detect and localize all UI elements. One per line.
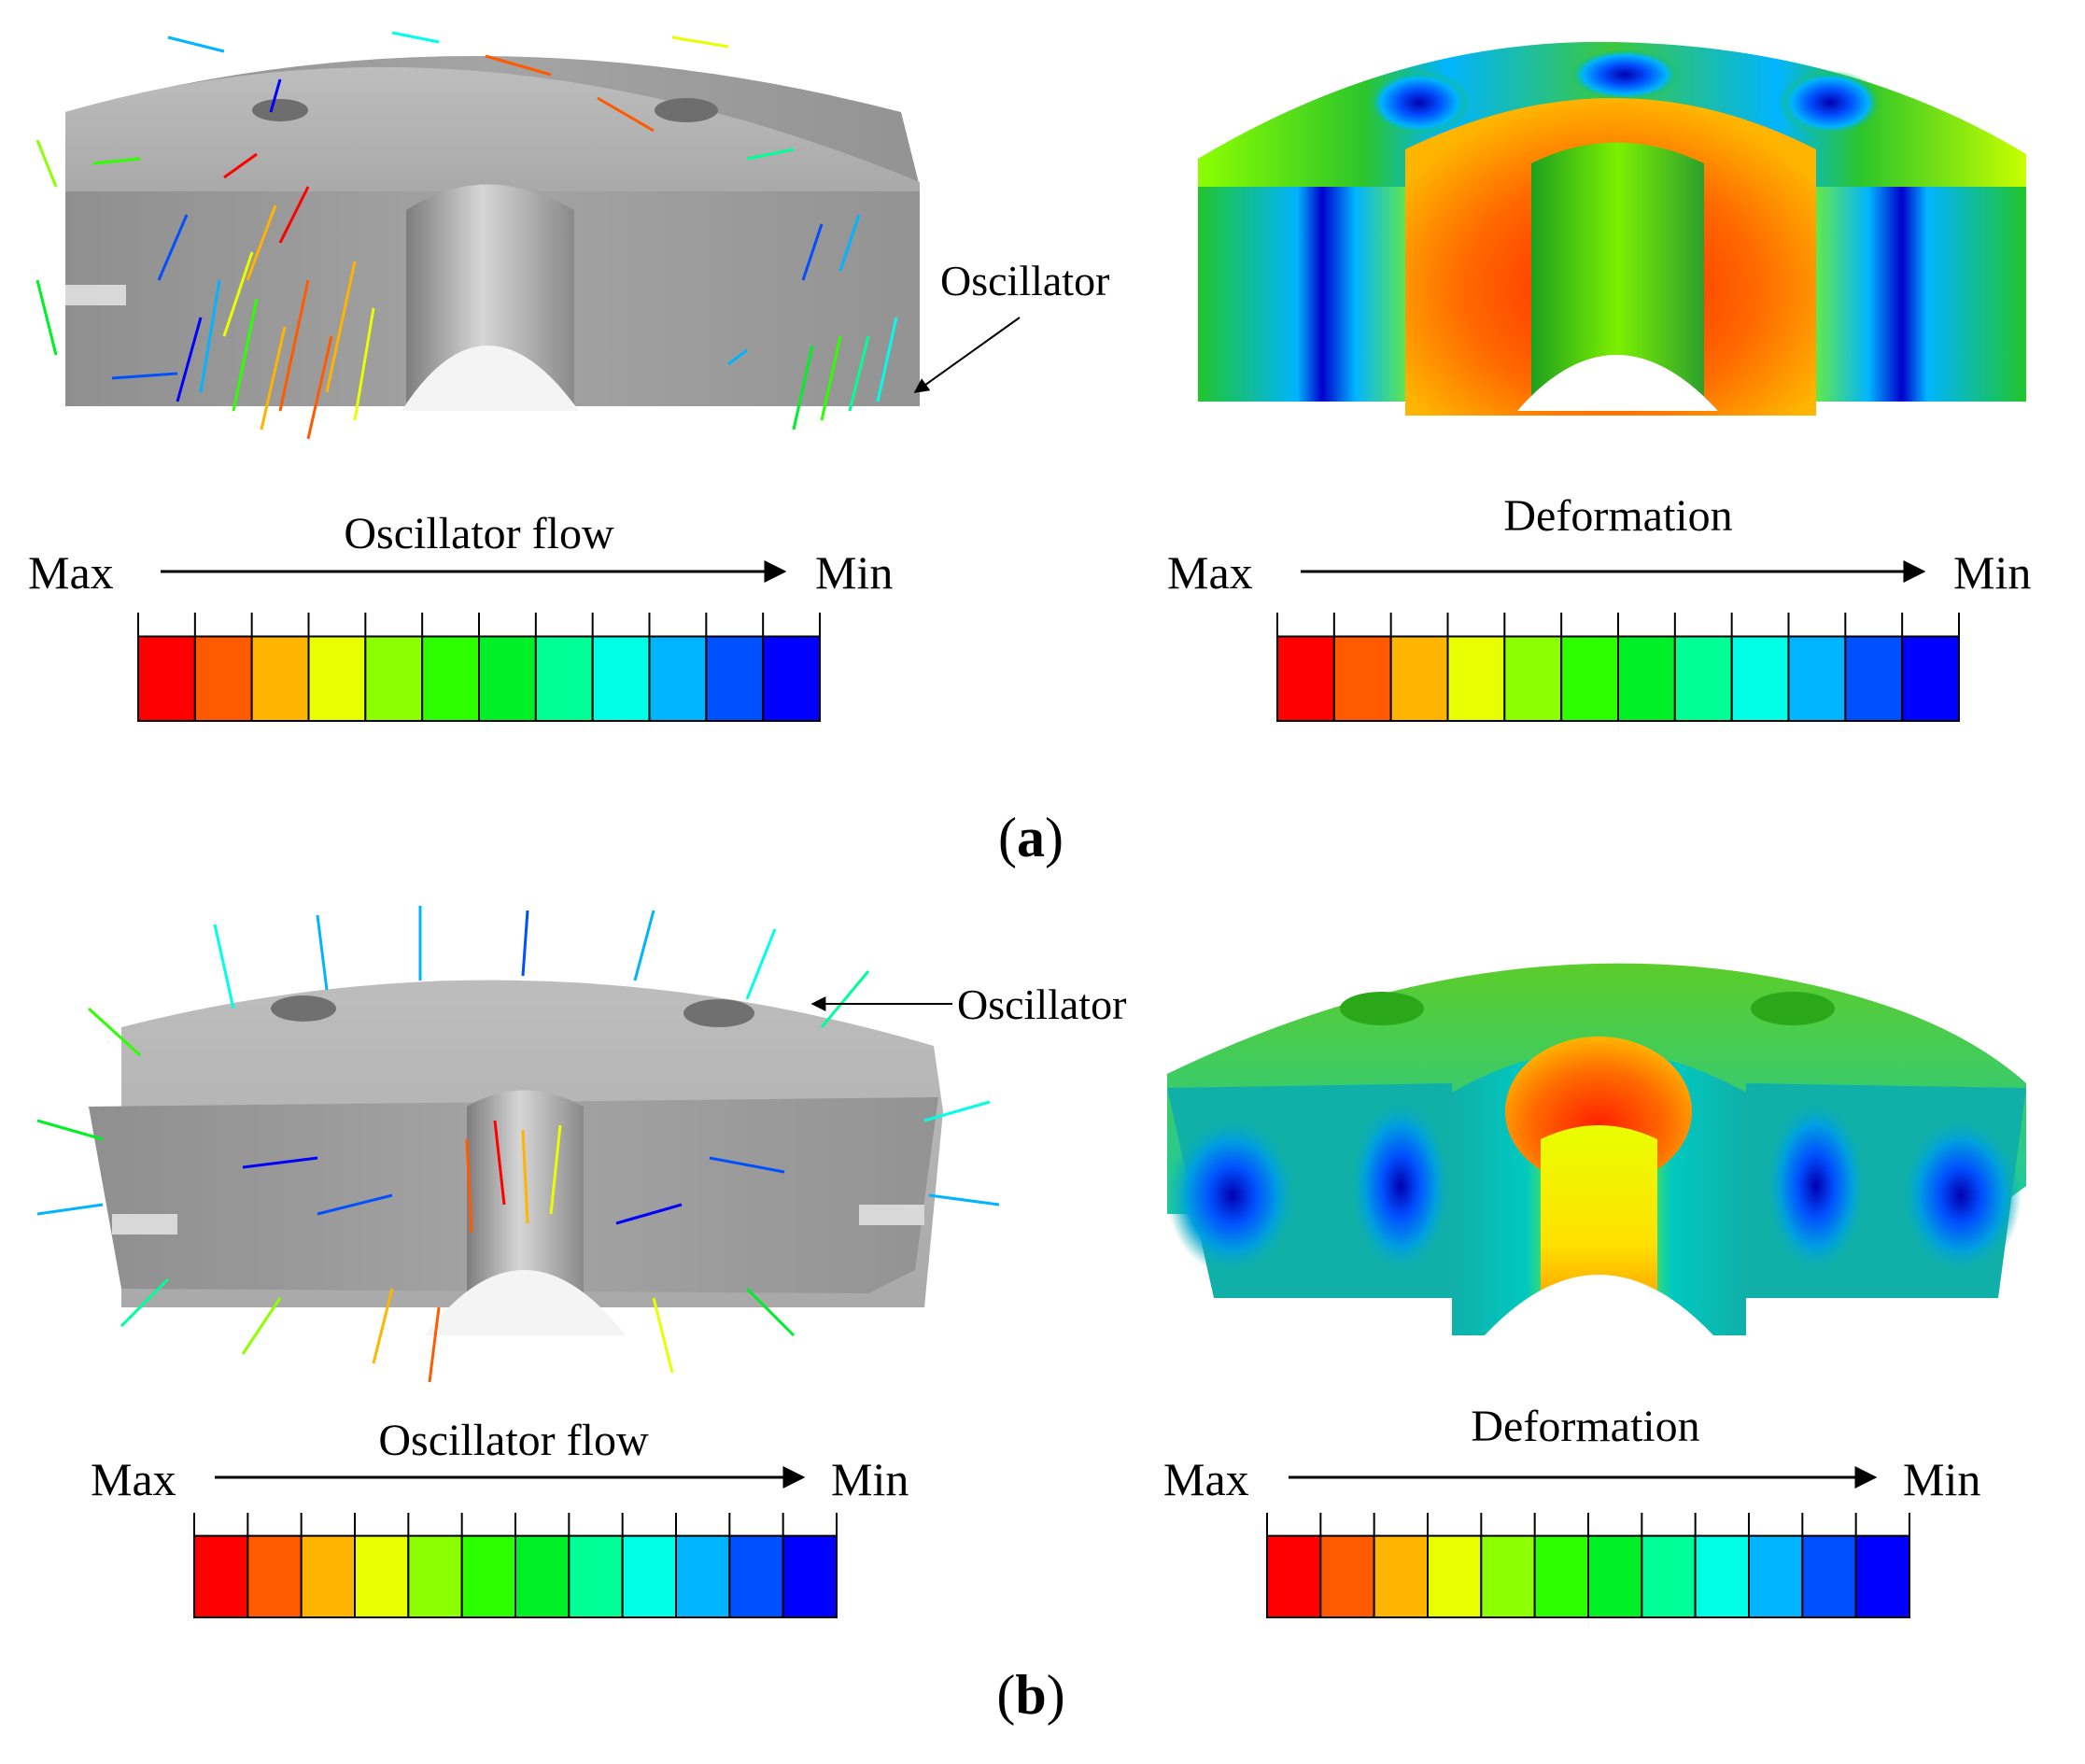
colorbar-swatch bbox=[1748, 1534, 1804, 1619]
panel-b-flow-colorbar bbox=[193, 1513, 838, 1619]
panel-a-flow-legend: Oscillator flow Max Min bbox=[28, 509, 893, 723]
colorbar-swatch bbox=[591, 635, 651, 723]
colorbar-swatch bbox=[1389, 635, 1449, 723]
colorbar-swatch bbox=[193, 1534, 249, 1619]
colorbar-swatch bbox=[1319, 1534, 1375, 1619]
colorbar-swatch bbox=[460, 1534, 516, 1619]
colorbar-swatch bbox=[1801, 1534, 1857, 1619]
colorbar-swatch bbox=[1854, 1534, 1910, 1619]
colorbar-swatch bbox=[1787, 635, 1847, 723]
colorbar-swatch bbox=[705, 635, 765, 723]
colorbar-swatch bbox=[300, 1534, 356, 1619]
panel-b-deformation-legend-title: Deformation bbox=[1471, 1402, 1699, 1451]
colorbar-swatch bbox=[1503, 635, 1563, 723]
panel-a-deformation-legend-title: Deformation bbox=[1503, 491, 1732, 541]
panel-a-deformation-legend-min: Min bbox=[1953, 546, 2031, 599]
colorbar-swatch bbox=[675, 1534, 731, 1619]
panel-b-flow-render: Oscillator bbox=[36, 906, 1126, 1383]
colorbar-swatch bbox=[364, 635, 424, 723]
colorbar-swatch bbox=[782, 1534, 838, 1619]
colorbar-swatch bbox=[1480, 1534, 1536, 1619]
colorbar-swatch bbox=[568, 1534, 624, 1619]
colorbar-swatch bbox=[478, 635, 537, 723]
panel-a-flow-colorbar bbox=[137, 613, 822, 723]
colorbar-swatch bbox=[1694, 1534, 1750, 1619]
colorbar-swatch bbox=[1587, 1534, 1643, 1619]
colorbar-swatch bbox=[534, 635, 594, 723]
panel-a-flow-render: Oscillator bbox=[35, 31, 1109, 440]
colorbar-swatch bbox=[1730, 635, 1790, 723]
panel-b-caption: (b) bbox=[996, 1664, 1064, 1726]
colorbar-swatch bbox=[250, 635, 310, 723]
colorbar-swatch bbox=[354, 1534, 410, 1619]
panel-b-deformation-legend-max: Max bbox=[1163, 1453, 1249, 1505]
colorbar-swatch bbox=[1641, 1534, 1697, 1619]
colorbar-swatch bbox=[307, 635, 367, 723]
colorbar-swatch bbox=[247, 1534, 303, 1619]
panel-b-flow-arrows bbox=[36, 906, 1000, 1383]
colorbar-swatch bbox=[728, 1534, 784, 1619]
colorbar-swatch bbox=[1332, 635, 1392, 723]
colorbar-swatch bbox=[1560, 635, 1619, 723]
panel-b-deformation-colorbar bbox=[1266, 1513, 1910, 1619]
colorbar-swatch bbox=[407, 1534, 463, 1619]
colorbar-swatch bbox=[1266, 1534, 1322, 1619]
panel-b-flow-legend-title: Oscillator flow bbox=[378, 1416, 649, 1465]
colorbar-swatch bbox=[621, 1534, 678, 1619]
panel-a-flow-legend-min: Min bbox=[815, 546, 893, 599]
colorbar-swatch bbox=[1373, 1534, 1429, 1619]
colorbar-swatch bbox=[421, 635, 480, 723]
colorbar-swatch bbox=[1844, 635, 1904, 723]
colorbar-swatch bbox=[137, 635, 196, 723]
colorbar-swatch bbox=[1673, 635, 1733, 723]
colorbar-swatch bbox=[1427, 1534, 1483, 1619]
panel-a-flow-callout: Oscillator bbox=[913, 257, 1109, 393]
panel-a-deformation-legend: Deformation Max Min bbox=[1167, 491, 2031, 723]
colorbar-swatch bbox=[1276, 635, 1335, 723]
colorbar-swatch bbox=[1901, 635, 1960, 723]
colorbar-swatch bbox=[1617, 635, 1676, 723]
panel-a-flow-callout-label: Oscillator bbox=[940, 257, 1109, 304]
panel-a-flow-legend-title: Oscillator flow bbox=[344, 509, 614, 558]
colorbar-swatch bbox=[648, 635, 708, 723]
panel-a-flow-legend-max: Max bbox=[28, 546, 114, 599]
panel-a-deformation-render bbox=[1198, 41, 2026, 416]
panel-b-flow-callout: Oscillator bbox=[810, 981, 1126, 1028]
panel-a-caption: (a) bbox=[998, 807, 1064, 868]
colorbar-swatch bbox=[762, 635, 822, 723]
panel-a-flow-arrows bbox=[35, 31, 898, 440]
panel-a-deformation-legend-max: Max bbox=[1167, 546, 1253, 599]
panel-b-deformation-render bbox=[1167, 963, 2026, 1335]
panel-b-flow-legend: Oscillator flow Max Min bbox=[91, 1416, 909, 1619]
panel-b-flow-callout-label: Oscillator bbox=[957, 981, 1126, 1028]
panel-a-deformation-colorbar bbox=[1276, 613, 1960, 723]
colorbar-swatch bbox=[1446, 635, 1506, 723]
panel-b-deformation-legend: Deformation Max Min bbox=[1163, 1402, 1980, 1619]
colorbar-swatch bbox=[1533, 1534, 1589, 1619]
colorbar-swatch bbox=[514, 1534, 571, 1619]
colorbar-swatch bbox=[193, 635, 253, 723]
panel-b-flow-legend-max: Max bbox=[91, 1453, 176, 1505]
panel-b-flow-legend-min: Min bbox=[831, 1453, 909, 1505]
panel-b-deformation-legend-min: Min bbox=[1903, 1453, 1980, 1505]
